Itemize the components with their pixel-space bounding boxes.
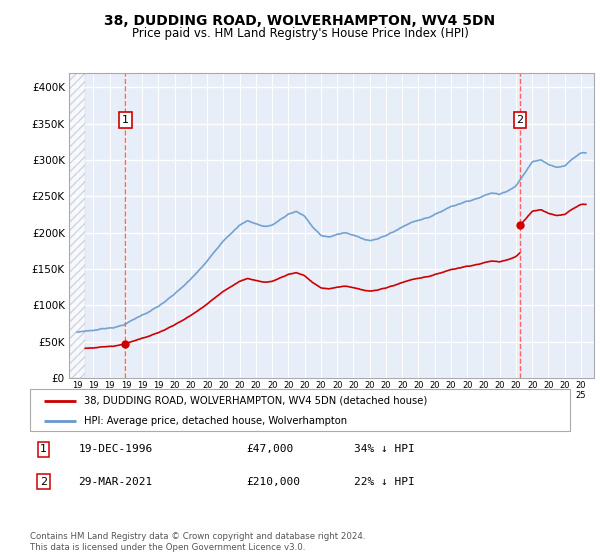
Text: 22% ↓ HPI: 22% ↓ HPI	[354, 477, 415, 487]
Text: 1: 1	[122, 115, 129, 125]
Text: £210,000: £210,000	[246, 477, 300, 487]
Text: 1: 1	[40, 445, 47, 455]
Text: £47,000: £47,000	[246, 445, 293, 455]
Text: 38, DUDDING ROAD, WOLVERHAMPTON, WV4 5DN (detached house): 38, DUDDING ROAD, WOLVERHAMPTON, WV4 5DN…	[84, 396, 427, 406]
Text: HPI: Average price, detached house, Wolverhampton: HPI: Average price, detached house, Wolv…	[84, 416, 347, 426]
Text: 29-MAR-2021: 29-MAR-2021	[79, 477, 153, 487]
Text: 34% ↓ HPI: 34% ↓ HPI	[354, 445, 415, 455]
FancyBboxPatch shape	[30, 389, 570, 431]
Text: 38, DUDDING ROAD, WOLVERHAMPTON, WV4 5DN: 38, DUDDING ROAD, WOLVERHAMPTON, WV4 5DN	[104, 14, 496, 28]
Text: 2: 2	[517, 115, 523, 125]
Text: 2: 2	[40, 477, 47, 487]
Text: Price paid vs. HM Land Registry's House Price Index (HPI): Price paid vs. HM Land Registry's House …	[131, 27, 469, 40]
Text: 19-DEC-1996: 19-DEC-1996	[79, 445, 153, 455]
Text: Contains HM Land Registry data © Crown copyright and database right 2024.
This d: Contains HM Land Registry data © Crown c…	[30, 532, 365, 552]
